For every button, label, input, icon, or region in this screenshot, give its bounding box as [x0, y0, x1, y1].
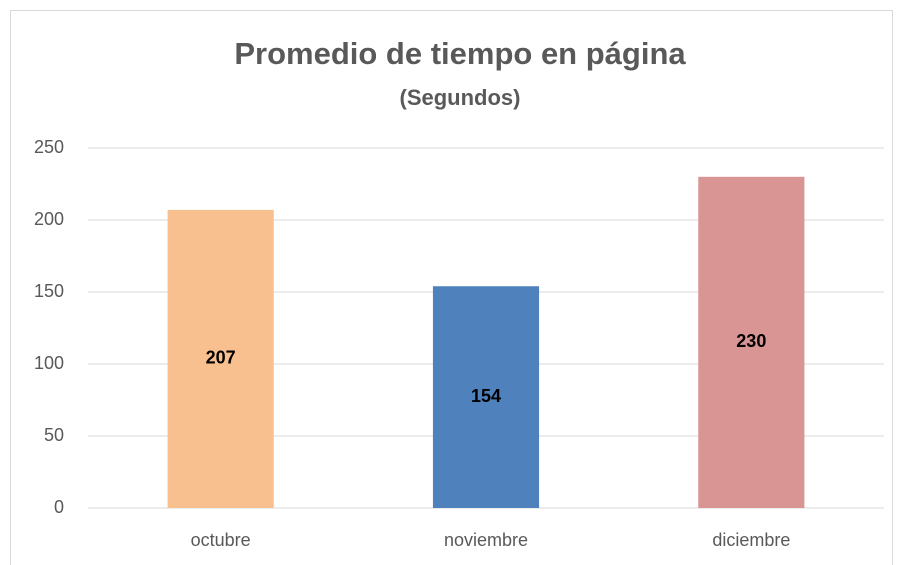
y-tick-label: 250: [34, 137, 64, 157]
data-label: 207: [206, 348, 236, 368]
chart-title: Promedio de tiempo en página: [234, 36, 686, 71]
y-tick-label: 100: [34, 353, 64, 373]
y-tick-label: 0: [54, 497, 64, 517]
x-tick-label: octubre: [191, 530, 251, 550]
data-label: 230: [736, 331, 766, 351]
data-label: 154: [471, 386, 501, 406]
x-tick-label: diciembre: [712, 530, 790, 550]
y-tick-label: 50: [44, 425, 64, 445]
bar: [167, 209, 274, 509]
chart-subtitle: (Segundos): [400, 85, 521, 110]
bar: [698, 176, 805, 509]
x-tick-label: noviembre: [444, 530, 528, 550]
bar: [432, 286, 540, 508]
y-tick-label: 150: [34, 281, 64, 301]
y-tick-label: 200: [34, 209, 64, 229]
